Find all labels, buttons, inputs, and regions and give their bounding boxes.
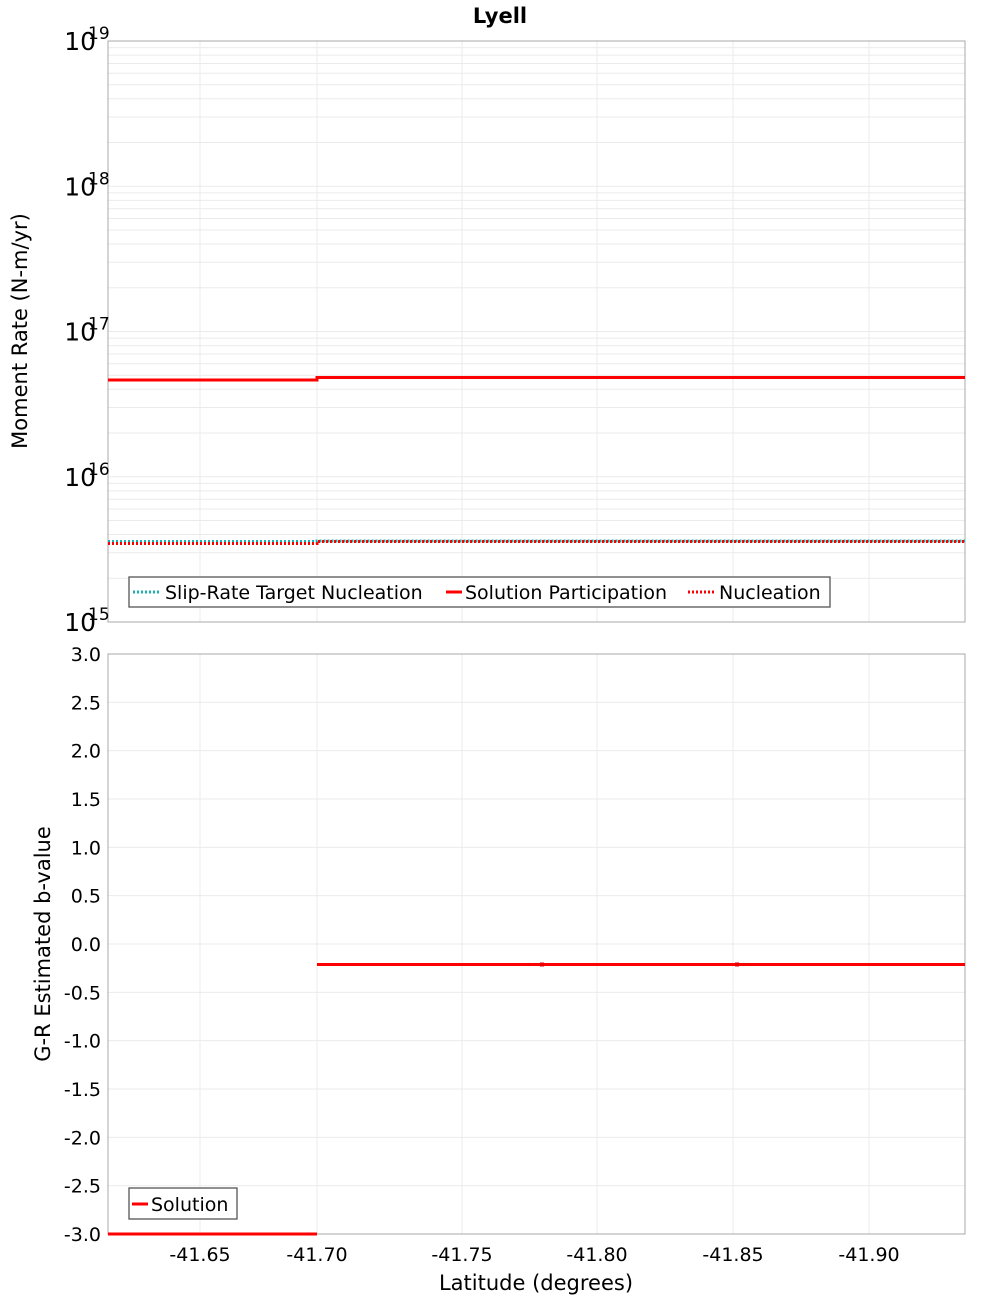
chart-title: Lyell bbox=[473, 4, 527, 28]
y-tick-label: -2.5 bbox=[64, 1176, 101, 1198]
x-tick-label: -41.70 bbox=[286, 1244, 347, 1266]
y-tick-label: 10 bbox=[64, 27, 96, 56]
y-tick-exponent: 17 bbox=[88, 315, 110, 335]
top-legend: Slip-Rate Target Nucleation Solution Par… bbox=[128, 576, 831, 608]
segment-marker bbox=[735, 962, 739, 967]
bottom-plot-border bbox=[107, 653, 966, 1235]
bottom-plot: 3.0 2.5 2.0 1.5 1.0 0.5 0.0 -0.5 -1.0 -1.5 -2.0 -2.… bbox=[31, 644, 966, 1295]
y-tick-label: -3.0 bbox=[64, 1224, 101, 1246]
y-tick-label: -1.0 bbox=[64, 1031, 101, 1053]
x-tick-label: -41.75 bbox=[431, 1244, 492, 1266]
y-tick-label: 1.0 bbox=[71, 837, 101, 859]
y-tick-label: -1.5 bbox=[64, 1079, 101, 1101]
legend-label-nucleation: Nucleation bbox=[719, 582, 821, 604]
legend-label-target: Slip-Rate Target Nucleation bbox=[165, 582, 423, 604]
bottom-gridlines bbox=[108, 654, 965, 1234]
top-plot-border bbox=[107, 40, 966, 623]
y-tick-label: 10 bbox=[64, 318, 96, 347]
top-gridlines bbox=[108, 41, 965, 622]
x-tick-label: -41.85 bbox=[702, 1244, 763, 1266]
top-y-axis-label: Moment Rate (N-m/yr) bbox=[8, 213, 32, 449]
y-tick-label: 3.0 bbox=[71, 644, 101, 666]
y-tick-label: 2.5 bbox=[71, 692, 101, 714]
legend-label-solution: Solution bbox=[151, 1194, 228, 1216]
bottom-y-axis-label: G-R Estimated b-value bbox=[31, 826, 55, 1062]
y-tick-exponent: 15 bbox=[88, 605, 110, 625]
x-tick-label: -41.90 bbox=[838, 1244, 899, 1266]
y-tick-label: -2.0 bbox=[64, 1127, 101, 1149]
x-axis-label: Latitude (degrees) bbox=[439, 1271, 633, 1295]
legend-label-solution-participation: Solution Participation bbox=[465, 582, 667, 604]
y-tick-exponent: 19 bbox=[88, 24, 110, 44]
bottom-legend: Solution bbox=[128, 1187, 238, 1220]
series-nucleation bbox=[108, 540, 965, 545]
y-tick-label: 10 bbox=[64, 172, 96, 201]
x-tick-label: -41.80 bbox=[566, 1244, 627, 1266]
y-tick-label: -0.5 bbox=[64, 982, 101, 1004]
series-slip-rate-target-nucleation bbox=[108, 539, 965, 543]
series-solution-participation bbox=[108, 376, 965, 382]
segment-marker bbox=[540, 962, 544, 967]
y-tick-label: 10 bbox=[64, 608, 96, 637]
y-tick-exponent: 18 bbox=[88, 169, 110, 189]
y-tick-exponent: 16 bbox=[88, 460, 110, 480]
y-tick-label: 0.5 bbox=[71, 886, 101, 908]
x-tick-label: -41.65 bbox=[169, 1244, 230, 1266]
bottom-y-tick-labels: 3.0 2.5 2.0 1.5 1.0 0.5 0.0 -0.5 -1.0 -1.5 -2.0 -2.… bbox=[64, 644, 101, 1246]
x-tick-labels: -41.65 -41.70 -41.75 -41.80 -41.85 -41.90 bbox=[169, 1244, 899, 1266]
y-tick-label: 0.0 bbox=[71, 934, 101, 956]
y-tick-label: 1.5 bbox=[71, 789, 101, 811]
y-tick-label: 2.0 bbox=[71, 741, 101, 763]
y-tick-label: 10 bbox=[64, 463, 96, 492]
series-solution bbox=[108, 962, 965, 1236]
